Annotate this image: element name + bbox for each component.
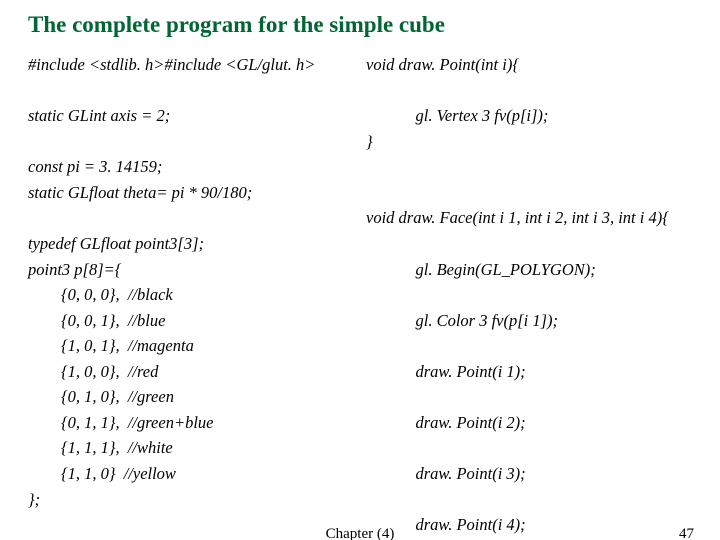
code-right-column: void draw. Point(int i){ gl. Vertex 3 fv… (362, 52, 692, 540)
code-columns: #include <stdlib. h>#include <GL/glut. h… (28, 52, 692, 540)
footer-page-number: 47 (679, 526, 694, 540)
slide: The complete program for the simple cube… (0, 0, 720, 540)
footer-chapter: Chapter (4) (0, 526, 720, 540)
slide-title: The complete program for the simple cube (28, 12, 692, 38)
code-left-column: #include <stdlib. h>#include <GL/glut. h… (28, 52, 358, 540)
